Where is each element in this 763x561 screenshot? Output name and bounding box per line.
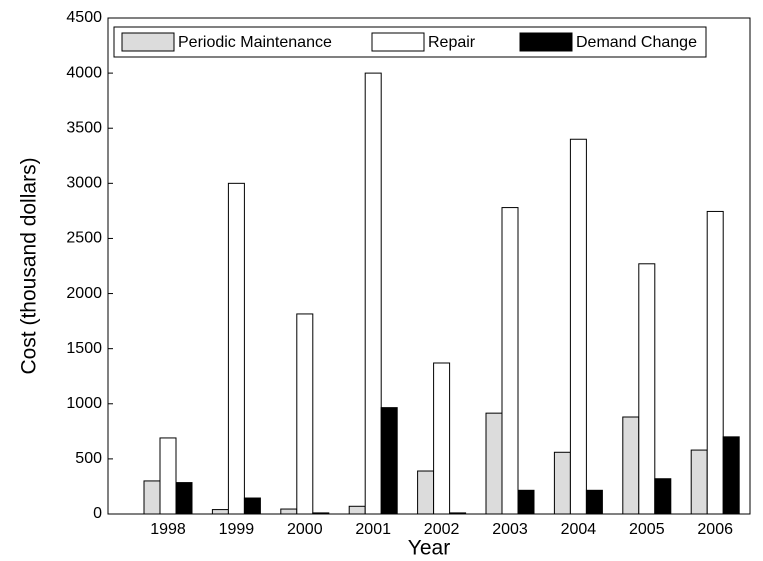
bar (243, 497, 261, 515)
y-tick-label: 1000 (66, 395, 102, 412)
bar (296, 313, 314, 515)
x-tick-label: 1998 (150, 521, 186, 538)
bar (280, 508, 298, 515)
x-tick-label: 2005 (629, 521, 665, 538)
y-tick-label: 0 (93, 505, 102, 522)
bar (364, 72, 382, 515)
bar (175, 482, 193, 515)
x-tick-label: 2003 (492, 521, 528, 538)
bar (227, 182, 245, 515)
bar (159, 437, 177, 515)
bar (690, 449, 708, 515)
bar (622, 416, 640, 515)
legend-swatch (519, 32, 573, 52)
legend-swatch (121, 32, 175, 52)
y-tick-label: 2000 (66, 285, 102, 302)
legend-label: Repair (428, 34, 476, 51)
x-tick-label: 2006 (697, 521, 733, 538)
x-tick-label: 2001 (355, 521, 391, 538)
bar (553, 451, 571, 515)
bar (517, 489, 535, 515)
bar (569, 138, 587, 515)
legend-swatch (371, 32, 425, 52)
y-tick-label: 3000 (66, 175, 102, 192)
plot-frame (107, 17, 751, 515)
y-tick-label: 1500 (66, 340, 102, 357)
bar (143, 480, 161, 515)
bar (585, 489, 603, 515)
y-tick-label: 4000 (66, 64, 102, 81)
bar (722, 436, 740, 515)
legend-label: Demand Change (576, 34, 697, 51)
bar (380, 407, 398, 515)
bar (348, 505, 366, 515)
bar (417, 470, 435, 515)
bar (485, 412, 503, 515)
bar (211, 509, 229, 515)
bar (706, 210, 724, 515)
x-axis-label: Year (408, 537, 450, 560)
y-axis-label: Cost (thousand dollars) (18, 157, 41, 374)
x-tick-label: 2000 (287, 521, 323, 538)
x-tick-label: 2004 (561, 521, 597, 538)
x-tick-label: 2002 (424, 521, 460, 538)
y-tick-label: 3500 (66, 119, 102, 136)
legend-label: Periodic Maintenance (178, 34, 332, 51)
y-tick-label: 4500 (66, 9, 102, 26)
bar (654, 478, 672, 515)
x-tick-label: 1999 (219, 521, 255, 538)
y-tick-label: 2500 (66, 230, 102, 247)
bar (638, 263, 656, 515)
bar (501, 207, 519, 515)
y-tick-label: 500 (75, 450, 102, 467)
bar (433, 362, 451, 515)
